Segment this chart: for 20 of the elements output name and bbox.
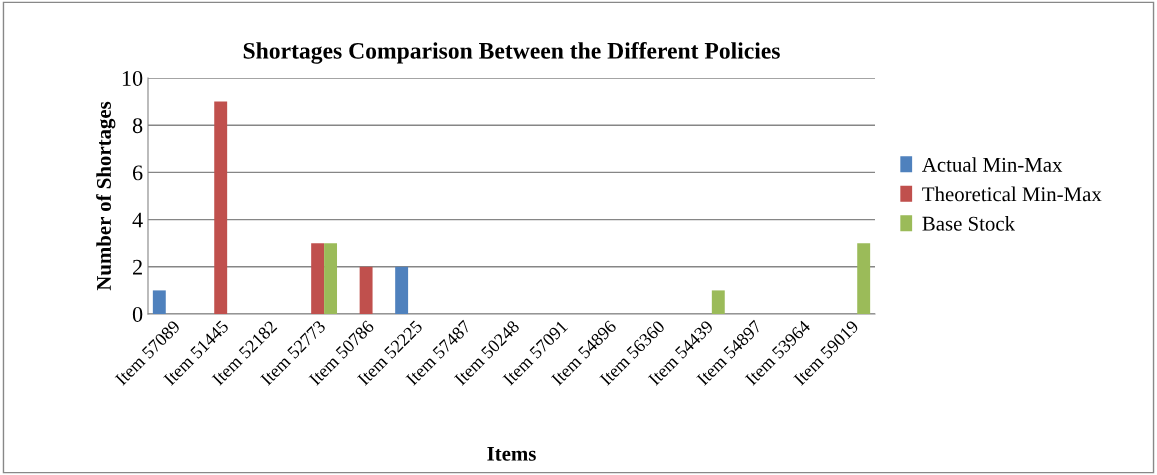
y-tick-label: 4 [132, 212, 143, 228]
y-tick-label: 2 [133, 259, 142, 275]
bar [311, 243, 325, 314]
x-axis-title: Items [487, 446, 536, 461]
legend-label: Actual Min-Max [922, 157, 1063, 172]
bar [214, 101, 228, 314]
bar [857, 243, 871, 314]
bar [711, 290, 725, 314]
y-tick-label: 10 [122, 70, 143, 86]
y-tick-label: 0 [132, 306, 143, 322]
bar [395, 266, 409, 314]
y-tick-label: 6 [132, 165, 143, 181]
bar [152, 290, 166, 314]
bar [359, 266, 373, 314]
legend-label: Theoretical Min-Max [922, 186, 1102, 202]
y-axis-title: Number of Shortages [96, 101, 116, 291]
legend-label: Base Stock [922, 216, 1016, 231]
chart-title: Shortages Comparison Between the Different Policies [243, 41, 780, 64]
y-tick-label: 8 [132, 118, 143, 134]
bar [324, 243, 338, 314]
